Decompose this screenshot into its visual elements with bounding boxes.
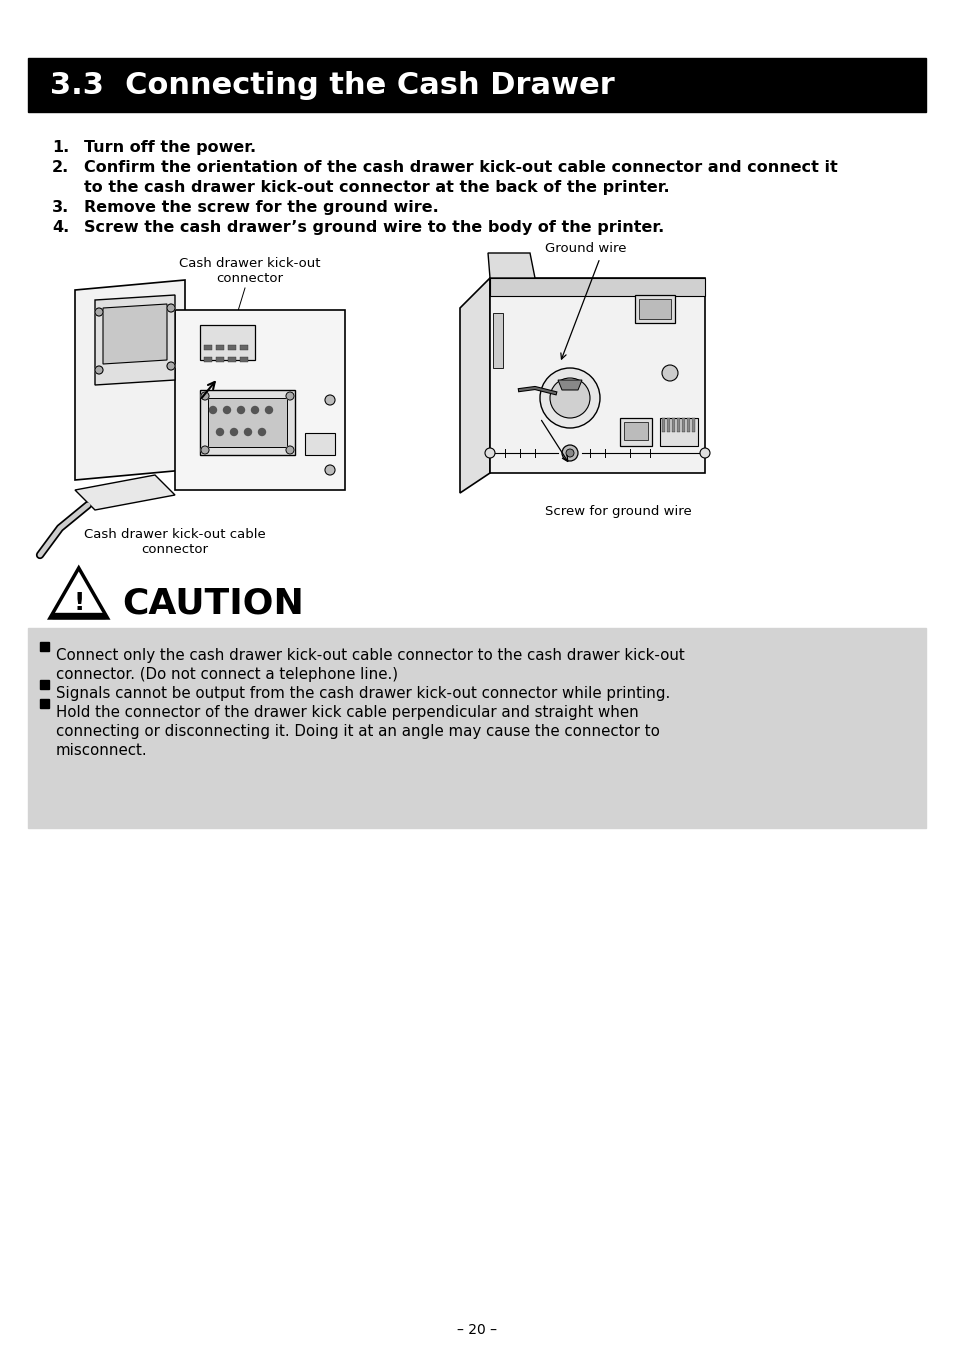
Circle shape — [325, 465, 335, 475]
Bar — [677, 418, 679, 433]
Bar — [691, 418, 695, 433]
Bar — [28, 627, 925, 827]
Text: !: ! — [73, 591, 85, 615]
Text: Connect only the cash drawer kick-out cable connector to the cash drawer kick-ou: Connect only the cash drawer kick-out ca… — [56, 648, 684, 662]
Text: Cash drawer kick-out
connector: Cash drawer kick-out connector — [179, 257, 320, 285]
Bar — [52, 612, 106, 618]
Bar — [204, 345, 212, 350]
Polygon shape — [95, 295, 174, 385]
Circle shape — [661, 365, 678, 381]
Text: connector. (Do not connect a telephone line.): connector. (Do not connect a telephone l… — [56, 667, 397, 681]
Circle shape — [258, 429, 265, 435]
Text: 3.: 3. — [52, 200, 70, 215]
Polygon shape — [208, 397, 287, 448]
Text: 1.: 1. — [52, 141, 70, 155]
Text: CAUTION: CAUTION — [122, 587, 304, 621]
Bar — [659, 418, 698, 446]
Circle shape — [325, 395, 335, 406]
Circle shape — [286, 392, 294, 400]
Text: 3.3  Connecting the Cash Drawer: 3.3 Connecting the Cash Drawer — [50, 70, 614, 100]
Bar — [686, 418, 689, 433]
Bar — [40, 642, 49, 652]
Bar — [681, 418, 684, 433]
Bar — [623, 422, 647, 439]
Polygon shape — [50, 568, 108, 618]
Circle shape — [252, 407, 258, 414]
Circle shape — [95, 308, 103, 316]
Text: connecting or disconnecting it. Doing it at an angle may cause the connector to: connecting or disconnecting it. Doing it… — [56, 725, 659, 740]
Circle shape — [700, 448, 709, 458]
Polygon shape — [174, 310, 345, 489]
Bar — [215, 357, 224, 362]
Polygon shape — [558, 380, 581, 389]
Bar — [40, 699, 49, 708]
Text: Cash drawer kick-out cable
connector: Cash drawer kick-out cable connector — [84, 529, 266, 556]
Text: misconnect.: misconnect. — [56, 744, 148, 758]
Bar — [228, 357, 235, 362]
Circle shape — [539, 368, 599, 429]
Circle shape — [216, 429, 223, 435]
Bar — [666, 418, 669, 433]
Bar — [305, 433, 335, 456]
Circle shape — [565, 449, 574, 457]
Bar — [215, 345, 224, 350]
Bar — [40, 680, 49, 690]
Text: Screw the cash drawer’s ground wire to the body of the printer.: Screw the cash drawer’s ground wire to t… — [84, 220, 663, 235]
Polygon shape — [103, 304, 167, 364]
Text: Turn off the power.: Turn off the power. — [84, 141, 255, 155]
Text: Signals cannot be output from the cash drawer kick-out connector while printing.: Signals cannot be output from the cash d… — [56, 685, 670, 700]
Bar — [635, 295, 675, 323]
Circle shape — [286, 446, 294, 454]
Bar — [619, 418, 651, 446]
Circle shape — [201, 392, 209, 400]
Text: Remove the screw for the ground wire.: Remove the screw for the ground wire. — [84, 200, 438, 215]
Circle shape — [210, 407, 216, 414]
Polygon shape — [459, 279, 490, 493]
Bar — [671, 418, 675, 433]
Text: – 20 –: – 20 – — [456, 1324, 497, 1337]
Circle shape — [561, 445, 578, 461]
Polygon shape — [200, 389, 294, 456]
Polygon shape — [488, 253, 535, 279]
Circle shape — [237, 407, 244, 414]
Circle shape — [201, 446, 209, 454]
Bar — [200, 324, 254, 360]
Polygon shape — [490, 279, 704, 473]
Circle shape — [550, 379, 589, 418]
Circle shape — [167, 362, 174, 370]
Circle shape — [95, 366, 103, 375]
Text: Ground wire: Ground wire — [544, 242, 626, 256]
Text: 4.: 4. — [52, 220, 70, 235]
Bar — [490, 279, 704, 296]
Circle shape — [167, 304, 174, 312]
Text: Hold the connector of the drawer kick cable perpendicular and straight when: Hold the connector of the drawer kick ca… — [56, 704, 639, 721]
Circle shape — [231, 429, 237, 435]
Bar — [493, 314, 502, 368]
Bar — [661, 418, 664, 433]
Circle shape — [265, 407, 273, 414]
Text: 2.: 2. — [52, 160, 70, 174]
Polygon shape — [75, 475, 174, 510]
Circle shape — [484, 448, 495, 458]
Text: Screw for ground wire: Screw for ground wire — [544, 506, 691, 518]
Bar — [28, 58, 925, 112]
Bar — [228, 345, 235, 350]
Bar — [639, 299, 670, 319]
Polygon shape — [75, 280, 185, 480]
Circle shape — [244, 429, 252, 435]
Bar — [204, 357, 212, 362]
Circle shape — [223, 407, 231, 414]
Text: to the cash drawer kick-out connector at the back of the printer.: to the cash drawer kick-out connector at… — [84, 180, 669, 195]
Text: Confirm the orientation of the cash drawer kick-out cable connector and connect : Confirm the orientation of the cash draw… — [84, 160, 837, 174]
Bar — [240, 357, 248, 362]
Bar — [240, 345, 248, 350]
